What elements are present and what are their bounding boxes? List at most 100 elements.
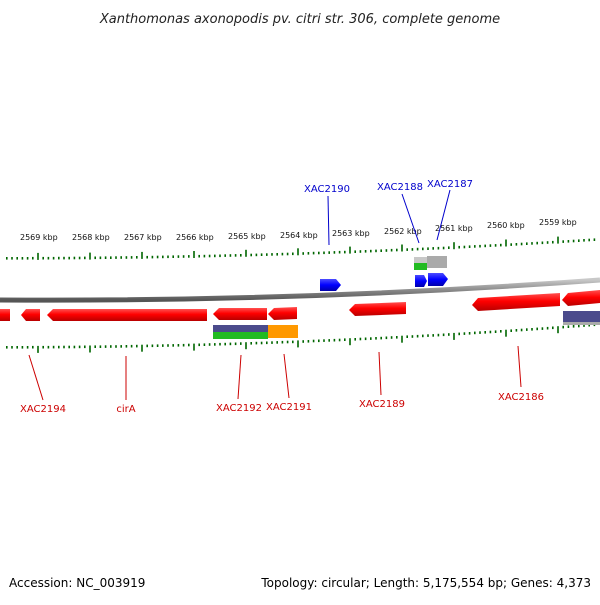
minor-tick [68, 345, 70, 349]
minor-tick [110, 345, 112, 348]
gene-label-cira[interactable]: cirA [116, 404, 135, 415]
minor-tick [63, 345, 65, 349]
minor-tick [182, 343, 185, 347]
minor-tick [136, 344, 138, 348]
minor-tick [489, 244, 492, 247]
minor-tick [52, 345, 55, 349]
minor-tick [494, 330, 497, 333]
minor-tick [260, 253, 263, 256]
scale-label: 2568 kbp [72, 233, 110, 242]
minor-tick [208, 254, 211, 258]
minor-tick [26, 346, 29, 349]
minor-tick [136, 256, 138, 259]
minor-tick [32, 256, 34, 260]
minor-tick [567, 325, 570, 328]
minor-tick [84, 256, 86, 260]
gene-arrow-partial-left[interactable] [0, 309, 10, 321]
gene-arrow-xac2187[interactable] [428, 273, 448, 286]
minor-tick [11, 257, 13, 260]
minor-tick [281, 340, 284, 344]
reverse-gene-labels: XAC2194 cirA XAC2192 XAC2191 XAC2189 XAC… [20, 345, 544, 415]
minor-tick [156, 344, 159, 347]
minor-tick [380, 249, 382, 252]
minor-tick [312, 339, 315, 343]
gene-arrow-xac2186[interactable] [472, 293, 560, 311]
minor-tick [484, 244, 486, 248]
minor-tick [427, 247, 429, 250]
minor-tick [203, 254, 206, 258]
minor-tick [385, 336, 388, 340]
minor-tick [63, 256, 65, 260]
gene-label-xac2191[interactable]: XAC2191 [266, 402, 312, 413]
minor-tick [271, 253, 273, 256]
major-tick [349, 246, 351, 254]
minor-tick [323, 339, 325, 342]
annotation-band-grey [427, 256, 447, 268]
major-tick [37, 252, 39, 260]
minor-tick [422, 334, 424, 338]
minor-tick [370, 249, 372, 253]
minor-tick [99, 256, 102, 260]
minor-tick [302, 340, 304, 343]
gene-arrow-ciraa[interactable] [47, 309, 207, 321]
minor-tick [167, 255, 169, 259]
minor-tick [442, 333, 445, 337]
minor-tick [442, 246, 445, 250]
minor-tick [214, 254, 216, 258]
major-tick [505, 329, 507, 337]
leader-line [517, 345, 522, 388]
minor-tick [354, 250, 356, 253]
minor-tick [562, 325, 564, 329]
gene-arrow-xac2191[interactable] [268, 307, 297, 320]
gene-arrow-xac2190[interactable] [320, 279, 341, 291]
minor-tick [344, 338, 346, 341]
minor-tick [240, 342, 242, 345]
minor-tick [219, 342, 221, 346]
minor-tick [21, 346, 24, 349]
gene-arrow-xac2189[interactable] [349, 302, 406, 316]
minor-tick [328, 339, 330, 342]
gene-arrow-partial-right[interactable] [562, 290, 600, 306]
gene-label-xac2187[interactable]: XAC2187 [427, 179, 473, 190]
forward-features [320, 256, 448, 291]
gene-label-xac2189[interactable]: XAC2189 [359, 399, 405, 410]
minor-tick [515, 243, 518, 246]
minor-tick [468, 245, 471, 248]
scale-label: 2559 kbp [539, 218, 577, 227]
minor-tick [146, 344, 148, 348]
leader-line [378, 351, 382, 396]
minor-tick [120, 256, 122, 259]
minor-tick [104, 256, 107, 259]
scale-label: 2560 kbp [487, 221, 525, 230]
major-tick [453, 242, 455, 250]
annotation-band-purple [563, 311, 600, 322]
minor-tick [318, 339, 320, 343]
minor-tick [578, 324, 580, 328]
minor-tick [359, 250, 362, 253]
minor-tick [177, 255, 180, 258]
gene-arrow-xac2194[interactable] [21, 309, 40, 321]
scale-label: 2566 kbp [176, 233, 214, 242]
gene-arrow-xac2192[interactable] [213, 308, 267, 320]
minor-tick [240, 254, 242, 257]
annotation-band-purple [213, 325, 268, 332]
scale-labels: 2569 kbp 2568 kbp 2567 kbp 2566 kbp 2565… [20, 218, 577, 242]
major-tick [245, 342, 247, 350]
gene-label-xac2188[interactable]: XAC2188 [377, 182, 423, 193]
minor-tick [338, 338, 341, 342]
minor-tick [515, 329, 518, 332]
minor-tick [364, 337, 367, 341]
gene-label-xac2190[interactable]: XAC2190 [304, 184, 350, 195]
gene-arrow-xac2188[interactable] [415, 275, 427, 287]
gene-label-xac2194[interactable]: XAC2194 [20, 404, 66, 415]
minor-tick [479, 244, 481, 248]
minor-tick [370, 337, 372, 340]
minor-tick [73, 345, 76, 349]
minor-tick [302, 252, 304, 255]
minor-tick [286, 340, 289, 344]
minor-tick [536, 327, 538, 331]
gene-label-xac2186[interactable]: XAC2186 [498, 392, 544, 403]
minor-tick [151, 344, 154, 348]
gene-label-xac2192[interactable]: XAC2192 [216, 403, 262, 414]
minor-tick [32, 345, 34, 349]
